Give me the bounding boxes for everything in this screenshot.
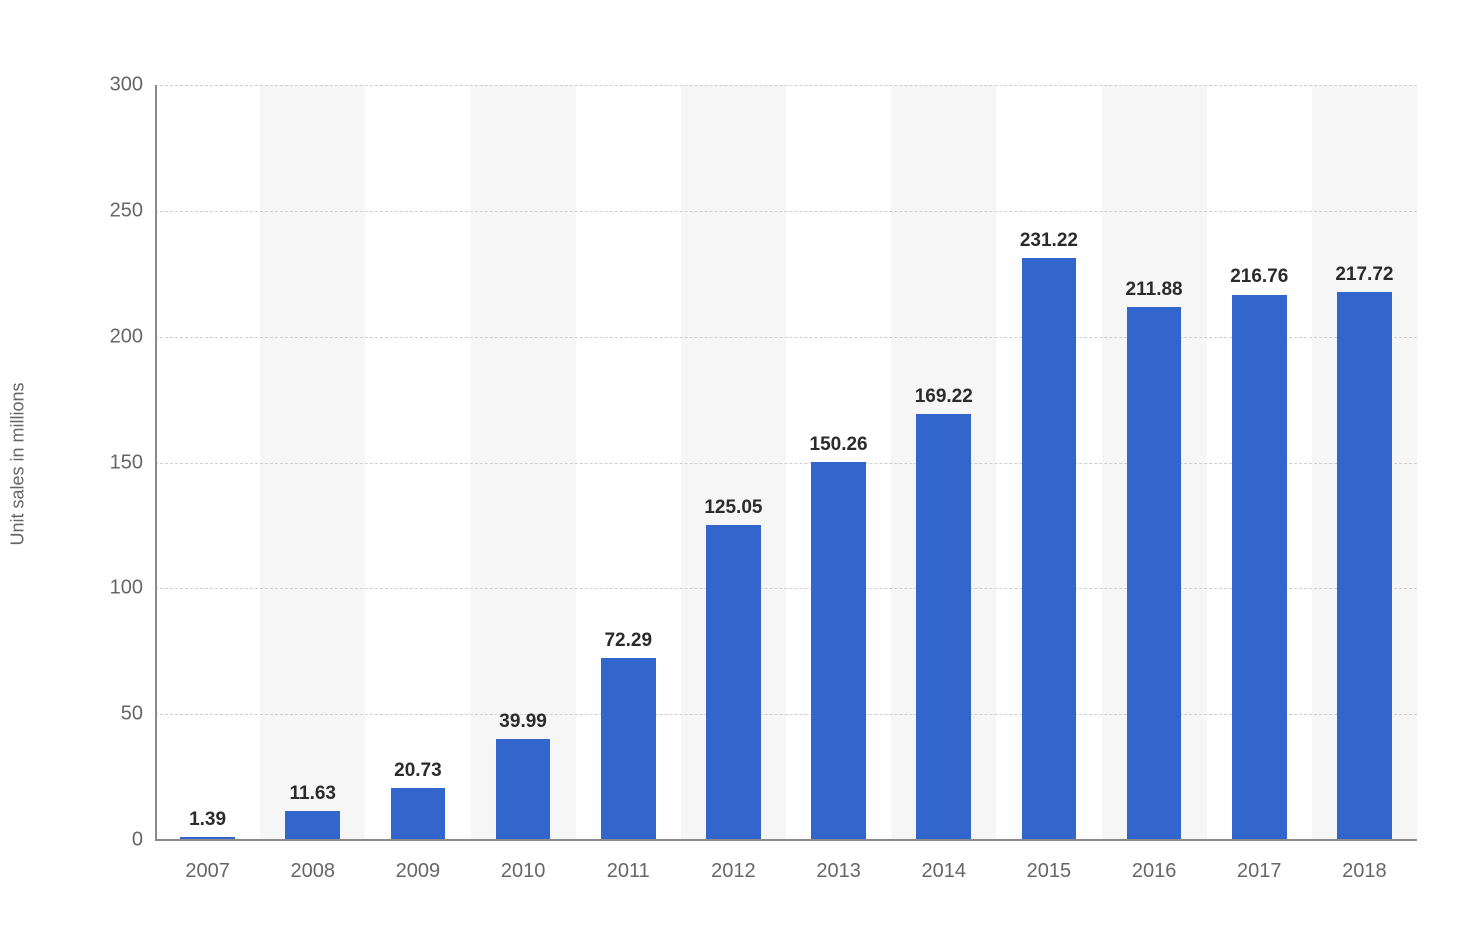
gridline bbox=[155, 337, 1417, 338]
bar[interactable] bbox=[496, 739, 551, 840]
bar[interactable] bbox=[1337, 292, 1392, 840]
bar-chart: Unit sales in millions 05010015020025030… bbox=[0, 0, 1462, 928]
xtick-label: 2011 bbox=[607, 860, 650, 883]
ytick-label: 0 bbox=[95, 829, 143, 852]
bar-value-label: 72.29 bbox=[604, 630, 652, 652]
x-axis bbox=[155, 839, 1417, 841]
ytick-label: 150 bbox=[95, 451, 143, 474]
ytick-label: 100 bbox=[95, 577, 143, 600]
bar[interactable] bbox=[285, 811, 340, 840]
xtick-label: 2013 bbox=[816, 860, 861, 883]
bar-value-label: 39.99 bbox=[499, 711, 547, 733]
bar-value-label: 217.72 bbox=[1335, 264, 1393, 286]
bar[interactable] bbox=[1022, 258, 1077, 840]
bar[interactable] bbox=[706, 525, 761, 840]
bar-value-label: 1.39 bbox=[189, 809, 226, 831]
bar-value-label: 20.73 bbox=[394, 760, 442, 782]
gridline bbox=[155, 85, 1417, 86]
bar-value-label: 211.88 bbox=[1126, 279, 1183, 301]
bar[interactable] bbox=[391, 788, 446, 840]
bar-value-label: 150.26 bbox=[810, 434, 868, 456]
xtick-label: 2018 bbox=[1342, 860, 1387, 883]
bar[interactable] bbox=[601, 658, 656, 840]
xtick-label: 2007 bbox=[185, 860, 230, 883]
bar-value-label: 216.76 bbox=[1230, 266, 1288, 288]
ytick-label: 300 bbox=[95, 74, 143, 97]
ytick-label: 250 bbox=[95, 199, 143, 222]
bar[interactable] bbox=[916, 414, 971, 840]
gridline bbox=[155, 211, 1417, 212]
xtick-label: 2015 bbox=[1027, 860, 1072, 883]
bar-value-label: 169.22 bbox=[915, 386, 973, 408]
xtick-label: 2009 bbox=[396, 860, 441, 883]
y-axis bbox=[155, 85, 157, 840]
gridline bbox=[155, 714, 1417, 715]
bar[interactable] bbox=[1127, 307, 1182, 840]
bar-value-label: 11.63 bbox=[290, 783, 337, 805]
ytick-label: 200 bbox=[95, 325, 143, 348]
xtick-label: 2014 bbox=[922, 860, 967, 883]
bar[interactable] bbox=[811, 462, 866, 840]
gridline bbox=[155, 463, 1417, 464]
xtick-label: 2012 bbox=[711, 860, 756, 883]
plot-area: 0501001502002503001.39200711.63200820.73… bbox=[155, 85, 1417, 840]
bar-value-label: 231.22 bbox=[1020, 230, 1078, 252]
bar-value-label: 125.05 bbox=[704, 497, 762, 519]
y-axis-label: Unit sales in millions bbox=[8, 382, 29, 545]
bar[interactable] bbox=[1232, 295, 1287, 841]
xtick-label: 2017 bbox=[1237, 860, 1282, 883]
xtick-label: 2010 bbox=[501, 860, 546, 883]
ytick-label: 50 bbox=[95, 703, 143, 726]
xtick-label: 2016 bbox=[1132, 860, 1177, 883]
gridline bbox=[155, 588, 1417, 589]
xtick-label: 2008 bbox=[291, 860, 336, 883]
